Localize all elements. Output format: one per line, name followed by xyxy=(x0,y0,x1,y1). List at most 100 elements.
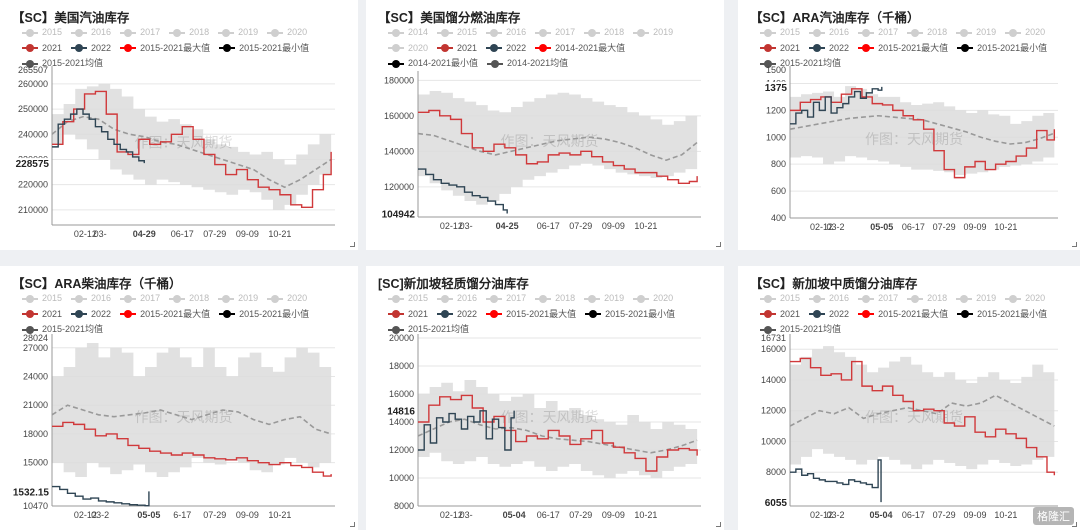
legend-item[interactable]: 2014 xyxy=(388,25,428,41)
legend-item[interactable]: 2021 xyxy=(388,307,428,323)
legend-item[interactable]: 2020 xyxy=(267,25,307,41)
legend-item[interactable]: 2019 xyxy=(218,291,258,307)
legend-item[interactable]: 2016 xyxy=(71,291,111,307)
legend-label: 2017 xyxy=(140,293,161,303)
chart-title: [SC]新加坡轻质馏分油库存 xyxy=(378,277,529,291)
legend-item[interactable]: 2015 xyxy=(760,25,800,41)
legend-item[interactable]: 2017 xyxy=(858,25,898,41)
resize-corner-icon[interactable] xyxy=(350,242,355,247)
legend-label: 2015-2021最小值 xyxy=(605,308,676,319)
y-tick-label: 27000 xyxy=(23,343,48,353)
legend-item[interactable]: 2015-2021均值 xyxy=(388,322,469,338)
legend-item[interactable]: 2017 xyxy=(535,25,575,41)
legend-item[interactable]: 2015-2021最大值 xyxy=(486,307,576,323)
legend-item[interactable]: 2019 xyxy=(218,25,258,41)
legend-item[interactable]: 2016 xyxy=(809,25,849,41)
x-tick-label: 10-21 xyxy=(634,221,657,231)
legend-swatch xyxy=(388,294,404,303)
chart-title: 【SC】美国馏分燃油库存 xyxy=(378,11,521,25)
legend-item[interactable]: 2014-2021均值 xyxy=(487,56,568,72)
legend-item[interactable]: 2015-2021最小值 xyxy=(585,307,675,323)
legend-item[interactable]: 2018 xyxy=(907,25,947,41)
legend-item[interactable]: 2015 xyxy=(437,25,477,41)
legend-item[interactable]: 2016 xyxy=(486,25,526,41)
legend-item[interactable]: 2015-2021最大值 xyxy=(858,41,948,57)
legend-item[interactable]: 2015-2021最小值 xyxy=(957,307,1047,323)
legend-label: 2020 xyxy=(1025,27,1046,37)
y-tick-label: 140000 xyxy=(384,146,414,156)
legend-item[interactable]: 2021 xyxy=(760,41,800,57)
legend-item[interactable]: 2016 xyxy=(71,25,111,41)
legend-swatch xyxy=(120,44,137,53)
legend-item[interactable]: 2020 xyxy=(1005,291,1045,307)
resize-corner-icon[interactable] xyxy=(716,242,721,247)
legend-item[interactable]: 2015-2021均值 xyxy=(760,56,841,72)
legend-item[interactable]: 2015-2021最小值 xyxy=(219,41,309,57)
legend-item[interactable]: 2022 xyxy=(71,307,111,323)
y-tick-label: 180000 xyxy=(384,75,414,85)
legend-item[interactable]: 2015 xyxy=(388,291,428,307)
legend-swatch xyxy=(22,28,38,37)
legend-item[interactable]: 2021 xyxy=(437,41,477,57)
legend-item[interactable]: 2022 xyxy=(809,307,849,323)
legend-item[interactable]: 2018 xyxy=(584,25,624,41)
legend-swatch xyxy=(487,59,504,68)
legend-label: 2018 xyxy=(927,27,948,37)
legend-item[interactable]: 2018 xyxy=(907,291,947,307)
legend-item[interactable]: 2014-2021最小值 xyxy=(388,56,478,72)
y-tick-label: 600 xyxy=(771,186,786,196)
legend-label: 2020 xyxy=(287,27,308,37)
legend-item[interactable]: 2018 xyxy=(535,291,575,307)
legend-item[interactable]: 2015 xyxy=(22,291,62,307)
legend-item[interactable]: 2021 xyxy=(760,307,800,323)
legend-item[interactable]: 2015-2021最大值 xyxy=(120,307,210,323)
legend-item[interactable]: 2015-2021最小值 xyxy=(957,41,1047,57)
legend-item[interactable]: 2015 xyxy=(760,291,800,307)
legend-item[interactable]: 2022 xyxy=(437,307,477,323)
legend-item[interactable]: 2020 xyxy=(267,291,307,307)
legend-label: 2021 xyxy=(457,42,478,53)
legend-item[interactable]: 2020 xyxy=(388,41,428,57)
resize-corner-icon[interactable] xyxy=(350,522,355,527)
legend-item[interactable]: 2015-2021最大值 xyxy=(120,41,210,57)
legend-item[interactable]: 2015-2021最小值 xyxy=(219,307,309,323)
legend-item[interactable]: 2020 xyxy=(633,291,673,307)
series-line-2021 xyxy=(418,394,698,472)
legend-item[interactable]: 2019 xyxy=(633,25,673,41)
legend-swatch xyxy=(120,28,137,37)
legend-item[interactable]: 2016 xyxy=(437,291,477,307)
legend-item[interactable]: 2022 xyxy=(809,41,849,57)
legend-label: 2019 xyxy=(238,27,259,37)
legend-item[interactable]: 2017 xyxy=(120,25,160,41)
legend-item[interactable]: 2015-2021均值 xyxy=(760,322,841,338)
watermark-text: 作图：天风期货 xyxy=(501,133,599,149)
y-tick-label: 800 xyxy=(771,159,786,169)
legend-item[interactable]: 2022 xyxy=(71,41,111,57)
legend-item[interactable]: 2020 xyxy=(1005,25,1045,41)
resize-corner-icon[interactable] xyxy=(1072,242,1077,247)
legend-item[interactable]: 2017 xyxy=(486,291,526,307)
legend-item[interactable]: 2016 xyxy=(809,291,849,307)
legend-label: 2015-2021最大值 xyxy=(140,308,211,319)
resize-corner-icon[interactable] xyxy=(1072,522,1077,527)
legend-label: 2020 xyxy=(1025,293,1046,303)
legend-item[interactable]: 2019 xyxy=(956,291,996,307)
legend-item[interactable]: 2017 xyxy=(120,291,160,307)
legend-item[interactable]: 2015-2021均值 xyxy=(22,56,103,72)
legend-swatch xyxy=(267,28,284,37)
legend-item[interactable]: 2017 xyxy=(858,291,898,307)
legend-label: 2015-2021最大值 xyxy=(506,308,577,319)
legend-item[interactable]: 2021 xyxy=(22,307,62,323)
legend-item[interactable]: 2018 xyxy=(169,25,209,41)
legend-item[interactable]: 2015-2021均值 xyxy=(22,322,103,338)
legend-item[interactable]: 2014-2021最大值 xyxy=(535,41,625,57)
legend-item[interactable]: 2019 xyxy=(956,25,996,41)
legend-item[interactable]: 2015-2021最大值 xyxy=(858,307,948,323)
current-value-label: 1532.15 xyxy=(13,487,50,498)
legend-item[interactable]: 2022 xyxy=(486,41,526,57)
resize-corner-icon[interactable] xyxy=(716,522,721,527)
legend-item[interactable]: 2015 xyxy=(22,25,62,41)
legend-item[interactable]: 2021 xyxy=(22,41,62,57)
legend-item[interactable]: 2018 xyxy=(169,291,209,307)
legend-item[interactable]: 2019 xyxy=(584,291,624,307)
